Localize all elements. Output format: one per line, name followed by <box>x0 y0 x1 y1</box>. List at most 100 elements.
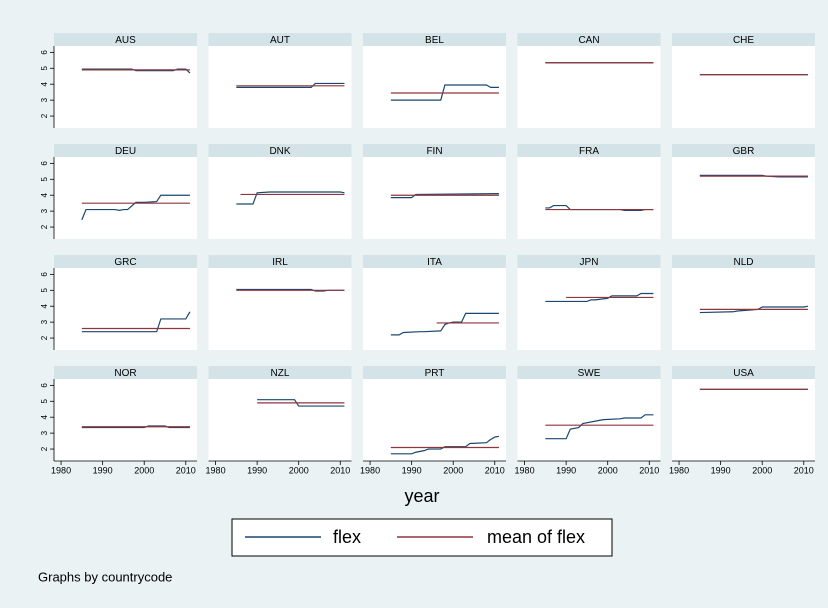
y-tick-label: 5 <box>40 399 49 404</box>
note: Graphs by countrycode <box>38 569 172 584</box>
x-tick-label: 2000 <box>289 465 309 475</box>
y-tick-label: 3 <box>40 430 49 435</box>
y-tick-label: 6 <box>40 383 49 388</box>
panel-title: CAN <box>578 35 599 46</box>
y-tick-label: 2 <box>40 113 49 118</box>
plot-area <box>363 268 506 350</box>
x-tick-label: 1980 <box>206 465 226 475</box>
panel-title: CHE <box>733 35 754 46</box>
flex-line <box>81 68 191 74</box>
y-tick-label: 6 <box>40 272 49 277</box>
panel-header <box>363 366 506 379</box>
panel-title: JPN <box>580 257 599 268</box>
panel-title: FRA <box>579 146 599 157</box>
plot-area <box>54 379 197 461</box>
flex-line <box>390 312 499 336</box>
y-tick-label: 6 <box>40 50 49 55</box>
panel-title: BEL <box>425 35 444 46</box>
plot-area <box>363 46 506 128</box>
panel-header <box>672 144 815 157</box>
panel-title: GBR <box>733 146 755 157</box>
x-tick-label: 2010 <box>639 465 659 475</box>
panel-header <box>517 144 661 157</box>
y-tick-label: 2 <box>40 335 49 340</box>
plot-area <box>54 46 197 128</box>
x-tick-label: 1980 <box>669 465 689 475</box>
x-tick-label: 2010 <box>485 465 505 475</box>
plot-area <box>672 46 815 128</box>
panel-header <box>54 255 197 268</box>
y-tick-label: 2 <box>40 446 49 451</box>
y-tick-label: 5 <box>40 288 49 293</box>
legend-label: mean of flex <box>487 527 585 547</box>
x-tick-label: 1990 <box>93 465 113 475</box>
panel-title: ITA <box>427 257 442 268</box>
flex-line <box>81 425 190 429</box>
x-tick-label: 2000 <box>598 465 618 475</box>
x-tick-label: 2010 <box>794 465 814 475</box>
flex-line <box>81 311 191 333</box>
plot-area <box>54 157 197 239</box>
y-tick-label: 3 <box>40 97 49 102</box>
plot-area <box>54 268 197 350</box>
panel-title: SWE <box>578 368 601 379</box>
panel-title: NZL <box>271 368 290 379</box>
plot-area <box>208 157 352 239</box>
x-tick-label: 2010 <box>176 465 196 475</box>
x-tick-label: 2000 <box>443 465 463 475</box>
panel-title: PRT <box>425 368 445 379</box>
plot-area <box>517 46 661 128</box>
y-tick-label: 4 <box>40 303 49 308</box>
x-axis-title: year <box>404 486 439 506</box>
panel-title: NOR <box>114 368 136 379</box>
y-tick-label: 5 <box>40 177 49 182</box>
plot-area <box>208 268 352 350</box>
x-tick-label: 2000 <box>134 465 154 475</box>
panel-title: AUS <box>115 35 136 46</box>
x-tick-label: 1990 <box>711 465 731 475</box>
panel-header <box>54 33 197 46</box>
y-tick-label: 2 <box>40 224 49 229</box>
panel-header <box>54 144 197 157</box>
panel-header <box>363 144 506 157</box>
plot-area <box>517 268 661 350</box>
panel-header <box>672 366 815 379</box>
panel-title: DEU <box>115 146 136 157</box>
x-tick-label: 1990 <box>556 465 576 475</box>
panel-title: FIN <box>426 146 442 157</box>
plot-area <box>672 157 815 239</box>
x-tick-label: 1980 <box>51 465 71 475</box>
x-tick-label: 1990 <box>402 465 422 475</box>
x-tick-label: 2000 <box>752 465 772 475</box>
flex-line <box>390 84 499 101</box>
panel-header <box>517 33 661 46</box>
x-tick-label: 1980 <box>360 465 380 475</box>
panel-header <box>208 255 352 268</box>
plot-area <box>517 379 661 461</box>
panel-header <box>517 255 661 268</box>
plot-area <box>672 379 815 461</box>
plot-area <box>208 379 352 461</box>
y-tick-label: 4 <box>40 414 49 419</box>
panel-title: AUT <box>270 35 290 46</box>
plot-area <box>517 157 661 239</box>
flex-line <box>236 191 345 205</box>
panel-header <box>208 366 352 379</box>
legend-label: flex <box>333 527 361 547</box>
y-tick-label: 3 <box>40 319 49 324</box>
y-tick-label: 5 <box>40 66 49 71</box>
flex-line <box>545 414 654 440</box>
panel-header <box>208 33 352 46</box>
panel-header <box>672 255 815 268</box>
y-tick-label: 4 <box>40 81 49 86</box>
panel-title: IRL <box>272 257 288 268</box>
flex-line <box>390 435 500 455</box>
panel-header <box>672 33 815 46</box>
y-tick-label: 4 <box>40 192 49 197</box>
panel-title: GRC <box>114 257 136 268</box>
x-tick-label: 2010 <box>330 465 350 475</box>
flex-line <box>390 193 499 199</box>
flex-line <box>81 194 190 221</box>
